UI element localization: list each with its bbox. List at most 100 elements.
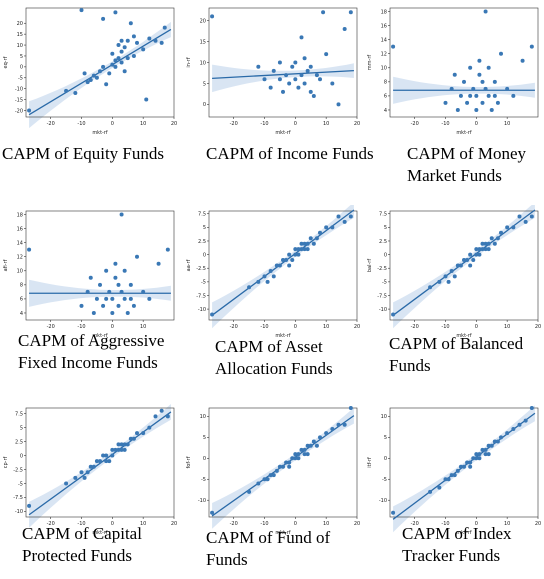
data-point	[314, 443, 319, 448]
axes-frame	[25, 7, 175, 118]
axes-frame	[208, 210, 358, 321]
data-point	[79, 470, 84, 475]
data-point	[125, 442, 130, 447]
data-point	[165, 414, 170, 419]
data-point	[256, 279, 261, 284]
axes-frame	[208, 407, 358, 518]
data-point	[477, 72, 482, 77]
data-point	[122, 45, 127, 50]
data-point	[287, 464, 292, 469]
data-point	[505, 431, 510, 436]
data-point	[480, 447, 485, 452]
x-tick-label: -20	[230, 121, 238, 127]
data-point	[113, 261, 118, 266]
regression-line	[392, 209, 536, 316]
data-point	[318, 435, 322, 440]
x-tick-label: -20	[47, 324, 55, 330]
data-point	[73, 91, 78, 96]
data-point	[122, 268, 127, 273]
y-tick-label: -10	[15, 86, 23, 92]
data-point	[391, 510, 396, 515]
data-point	[131, 436, 136, 441]
data-point	[471, 86, 476, 91]
data-point	[101, 303, 106, 308]
x-tick-label: -10	[441, 121, 449, 127]
data-point	[284, 258, 289, 263]
data-point	[290, 64, 295, 69]
x-tick-label: 10	[504, 121, 510, 127]
data-point	[465, 258, 470, 263]
x-tick-label: -20	[230, 521, 238, 527]
data-point	[128, 21, 133, 26]
data-point	[471, 456, 476, 461]
data-point	[299, 241, 304, 246]
data-point	[113, 10, 118, 15]
data-point	[480, 79, 485, 84]
data-point	[284, 73, 289, 78]
data-point	[324, 225, 329, 230]
data-point	[480, 241, 485, 246]
x-tick-label: 10	[504, 324, 510, 330]
data-point	[27, 108, 32, 113]
data-point	[104, 268, 109, 273]
data-point	[247, 489, 252, 494]
y-tick-label: 20	[17, 21, 23, 27]
data-point	[489, 107, 494, 112]
x-tick-label: -20	[411, 521, 419, 527]
data-point	[443, 100, 448, 105]
data-point	[305, 443, 310, 448]
data-point	[314, 236, 319, 241]
x-axis-label: mkt-rf	[456, 130, 472, 136]
data-point	[281, 89, 285, 94]
data-point	[468, 263, 473, 268]
data-point	[302, 247, 307, 252]
data-point	[141, 47, 146, 52]
y-tick-label: -2.5	[196, 266, 206, 272]
y-tick-label: 10	[381, 66, 387, 72]
axes-frame	[208, 7, 358, 118]
data-point	[131, 53, 136, 58]
y-tick-label: 18	[17, 212, 23, 218]
data-point	[91, 464, 96, 469]
data-point	[98, 69, 102, 74]
y-tick-label: 0	[203, 252, 206, 258]
y-axis-label: in-rf	[186, 57, 192, 67]
data-point	[64, 481, 69, 486]
data-point	[523, 219, 528, 224]
scatter-plot: -20 -10 0 10 4 6 8 10 12 14 16 18 mkt-rf afi-rf	[3, 210, 175, 339]
data-point	[107, 459, 112, 464]
data-point	[79, 303, 84, 308]
x-tick-label: -10	[441, 324, 449, 330]
data-point	[104, 453, 109, 458]
data-point	[116, 303, 121, 308]
data-point	[462, 464, 466, 469]
data-point	[110, 296, 115, 301]
data-point	[153, 414, 158, 419]
data-point	[391, 44, 396, 49]
scatter-plot: -20 -10 0 10 20 -10 -7.5 -5 -2.5 0 2.5 5 7.5 mkt-rf aa…	[186, 205, 360, 339]
data-point	[511, 426, 516, 431]
data-point	[82, 71, 87, 76]
y-tick-label: 16	[381, 23, 387, 29]
y-tick-label: -10	[379, 307, 387, 313]
data-point	[113, 275, 118, 280]
data-point	[486, 452, 491, 457]
data-point	[529, 214, 534, 219]
data-point	[458, 464, 463, 469]
data-point	[305, 68, 310, 73]
data-point	[119, 212, 124, 217]
y-tick-label: 5	[20, 54, 23, 60]
data-point	[135, 254, 139, 259]
y-tick-label: 0	[384, 252, 387, 258]
data-point	[119, 49, 124, 54]
y-tick-label: 5	[384, 225, 387, 231]
data-point	[468, 65, 473, 70]
data-point	[256, 64, 261, 69]
y-tick-label: 2.5	[379, 239, 387, 245]
y-axis-label: bal-rf	[367, 259, 373, 272]
data-point	[119, 442, 124, 447]
y-axis-label: itf-rf	[367, 457, 373, 468]
y-axis-label: afi-rf	[3, 259, 9, 271]
data-point	[94, 459, 99, 464]
data-point	[305, 452, 310, 457]
